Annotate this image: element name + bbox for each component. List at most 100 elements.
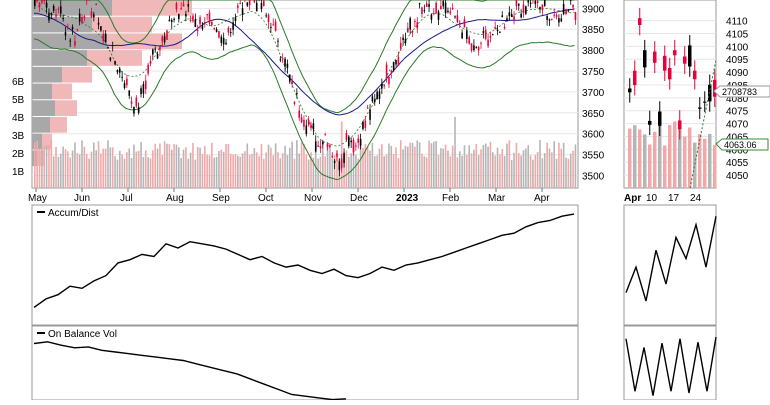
volume-bar [535, 155, 537, 188]
x-tick-label: Nov [304, 193, 322, 204]
volume-bar [435, 141, 437, 188]
volume-bar [218, 151, 220, 188]
candle-body [431, 15, 433, 20]
candle-body [102, 34, 104, 41]
volume-bar [329, 146, 331, 188]
mini-volume-bar [653, 132, 657, 188]
volume-tick-label: 1B [12, 167, 25, 178]
candle-body [185, 14, 187, 16]
volume-bar [107, 140, 109, 188]
volume-bar [497, 148, 499, 188]
volume-bar [258, 156, 260, 188]
volume-bar [91, 152, 93, 188]
candle-body [376, 92, 378, 100]
volume-bar [523, 150, 525, 188]
volume-bar [81, 140, 83, 188]
candle-body [499, 32, 501, 33]
volume-bar [520, 156, 522, 188]
candle-body [523, 4, 525, 13]
volume-bar [480, 149, 482, 188]
volume-bar [421, 154, 423, 188]
candle-body [416, 22, 418, 28]
candle-body [468, 37, 470, 44]
volume-bar [324, 156, 326, 188]
volume-bar [355, 155, 357, 188]
candle-body [343, 153, 345, 163]
volume-bar [95, 150, 97, 188]
obv-legend: On Balance Vol [37, 329, 117, 340]
candle-body [527, 0, 529, 2]
candle-body [124, 83, 126, 88]
volume-bar [450, 156, 452, 188]
volume-bar [518, 153, 520, 188]
candle-body [65, 32, 67, 35]
volume-bar [268, 145, 270, 188]
mini-candle-body [643, 50, 647, 67]
vbp-down-bar [32, 84, 52, 100]
candle-body [348, 137, 350, 147]
vbp-up-bar [52, 84, 72, 100]
volume-bar [464, 145, 466, 188]
candle-body [575, 12, 577, 20]
candle-body [435, 3, 437, 13]
volume-bar [136, 152, 138, 188]
volume-bar [376, 155, 378, 188]
volume-bar [242, 153, 244, 188]
candle-body [353, 140, 355, 152]
candle-body [322, 142, 324, 145]
candle-body [471, 43, 473, 50]
volume-bar [117, 160, 119, 188]
candle-body [254, 0, 256, 2]
volume-bar [395, 147, 397, 188]
volume-bar [544, 153, 546, 188]
candle-body [159, 47, 161, 51]
mini-candle-body [653, 52, 657, 63]
volume-bar [197, 147, 199, 188]
x-tick-label: Jun [74, 193, 90, 204]
candle-body [197, 30, 199, 31]
volume-bar [192, 143, 194, 188]
candle-body [256, 3, 258, 12]
volume-bar [69, 158, 71, 188]
candle-body [459, 23, 461, 25]
candle-body [350, 141, 352, 143]
candle-body [313, 123, 315, 129]
volume-bar [76, 153, 78, 188]
candle-body [112, 45, 114, 46]
vbp-down-bar [32, 50, 87, 66]
candle-body [287, 64, 289, 68]
volume-bar [176, 145, 178, 188]
candle-body [34, 0, 36, 6]
volume-bar [251, 154, 253, 188]
candle-body [334, 161, 336, 163]
volume-bar [232, 155, 234, 188]
candle-body [516, 0, 518, 6]
mini-volume-bar [663, 145, 667, 188]
candle-body [492, 34, 494, 35]
candle-body [501, 15, 503, 17]
mini-price-tick-label: 4070 [726, 120, 749, 131]
volume-bar [284, 146, 286, 188]
volume-bar [88, 159, 90, 188]
volume-bar [424, 156, 426, 188]
volume-bar [239, 157, 241, 188]
price-tick-label: 3550 [582, 151, 605, 162]
volume-bar [556, 159, 558, 188]
candle-body [41, 0, 43, 3]
volume-bar [402, 149, 404, 188]
candle-body [91, 12, 93, 18]
candle-body [164, 36, 166, 42]
volume-bar [138, 151, 140, 188]
volume-bar [530, 155, 532, 188]
price-tick-label: 3850 [582, 25, 605, 36]
price-tick-label: 3800 [582, 46, 605, 57]
candle-body [211, 22, 213, 25]
volume-bar [438, 155, 440, 188]
mini-candle-body [683, 56, 687, 63]
candle-body [246, 2, 248, 5]
mini-candle-body [698, 108, 702, 109]
volume-bar [183, 150, 185, 188]
x-tick-label: Dec [350, 193, 368, 204]
candle-body [81, 17, 83, 23]
volume-bar [39, 149, 41, 188]
